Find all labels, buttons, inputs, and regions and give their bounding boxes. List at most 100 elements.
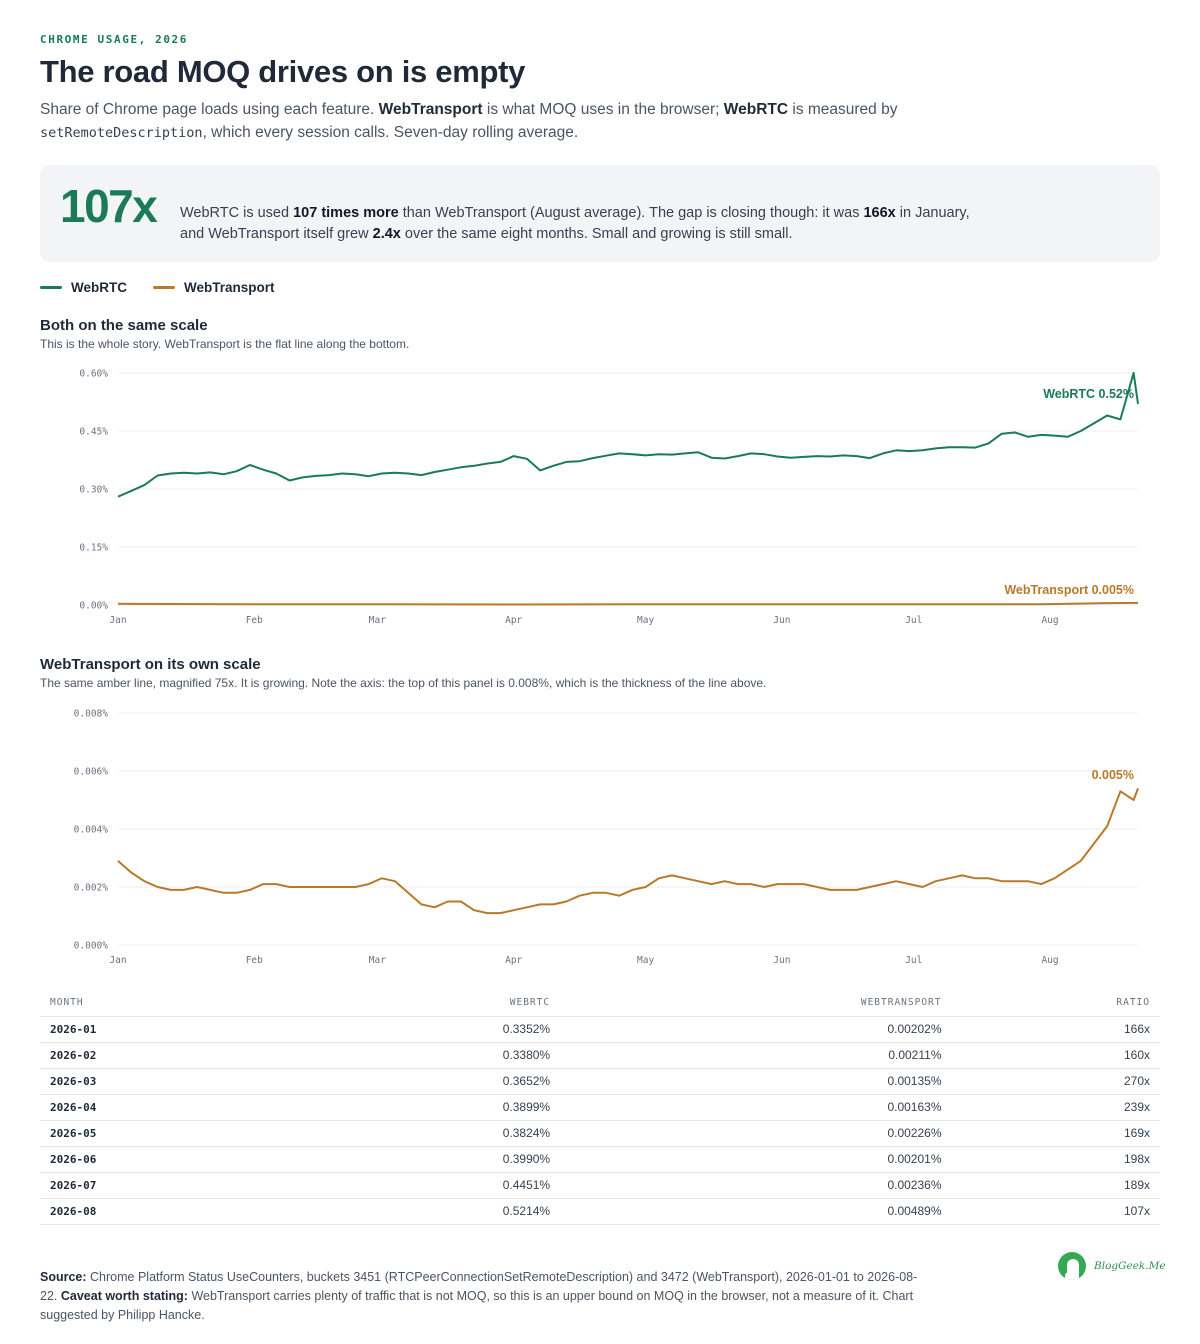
cell-webrtc: 0.4451% (298, 1172, 561, 1199)
x-tick-label: Jul (905, 615, 922, 626)
y-tick-label: 0.45% (79, 427, 108, 438)
legend-label-webtransport: WebTransport (184, 280, 275, 295)
x-tick-label: Jan (109, 615, 126, 626)
x-tick-label: Feb (246, 615, 263, 626)
table-header-row: MONTH WEBRTC WEBTRANSPORT RATIO (40, 990, 1160, 1017)
x-tick-label: Feb (246, 955, 263, 966)
cell-month: 2026-01 (40, 1016, 299, 1043)
table-row: 2026-03 0.3652% 0.00135% 270x (40, 1068, 1160, 1095)
panel-top-title: Both on the same scale (40, 317, 208, 334)
brand-logo[interactable]: BlogGeek.Me (1058, 1252, 1166, 1280)
y-tick-label: 0.00% (79, 601, 108, 612)
end-label: 0.005% (1092, 768, 1134, 782)
cell-month: 2026-05 (40, 1120, 299, 1147)
y-tick-label: 0.006% (74, 767, 109, 778)
x-tick-label: Jun (773, 615, 790, 626)
cell-webtransport: 0.00489% (560, 1198, 952, 1225)
chart-legend: WebRTC WebTransport (40, 280, 275, 295)
cell-webtransport: 0.00211% (560, 1042, 952, 1069)
cell-ratio: 270x (951, 1068, 1160, 1095)
cell-ratio: 107x (951, 1198, 1160, 1225)
callout-big-number: 107x (60, 180, 158, 232)
y-tick-label: 0.15% (79, 543, 108, 554)
cell-webtransport: 0.00226% (560, 1120, 952, 1147)
monthly-table: MONTH WEBRTC WEBTRANSPORT RATIO 2026-01 0… (40, 990, 1160, 1225)
x-tick-label: Mar (369, 615, 386, 626)
cell-webrtc: 0.3990% (298, 1146, 561, 1173)
table-row: 2026-05 0.3824% 0.00226% 169x (40, 1120, 1160, 1147)
x-tick-label: Aug (1041, 955, 1058, 966)
table-row: 2026-04 0.3899% 0.00163% 239x (40, 1094, 1160, 1121)
cell-webrtc: 0.3899% (298, 1094, 561, 1121)
cell-ratio: 239x (951, 1094, 1160, 1121)
cell-webrtc: 0.3352% (298, 1016, 561, 1043)
legend-swatch-webtransport (153, 286, 175, 289)
cell-month: 2026-07 (40, 1172, 299, 1199)
chart-webtransport-scale: 0.000% 0.002% 0.004% 0.006% 0.008% Jan Feb Mar A… (74, 709, 1139, 966)
cell-webtransport: 0.00202% (560, 1016, 952, 1043)
cell-webtransport: 0.00201% (560, 1146, 952, 1173)
x-tick-label: Apr (505, 615, 522, 626)
series-line-webtransport (117, 601, 1139, 606)
end-label: WebTransport 0.005% (1004, 583, 1134, 597)
summary-callout: 107x WebRTC is used 107 times more than … (40, 165, 1160, 262)
cell-ratio: 166x (951, 1016, 1160, 1043)
table-row: 2026-01 0.3352% 0.00202% 166x (40, 1016, 1160, 1043)
table-header-month: MONTH (40, 990, 299, 1017)
callout-text: WebRTC is used 107 times more than WebTr… (180, 205, 970, 242)
eyebrow: CHROME USAGE, 2026 (40, 33, 189, 46)
cell-month: 2026-03 (40, 1068, 299, 1095)
legend-item-webtransport: WebTransport (153, 280, 275, 295)
footer-note: Source: Chrome Platform Status UseCounte… (40, 1270, 918, 1322)
cell-month: 2026-06 (40, 1146, 299, 1173)
panel-bottom-subtitle: The same amber line, magnified 75x. It i… (40, 676, 767, 690)
page-subtitle: Share of Chrome page loads using each fe… (40, 101, 898, 141)
cell-month: 2026-04 (40, 1094, 299, 1121)
y-tick-label: 0.30% (79, 485, 108, 496)
y-tick-label: 0.004% (74, 825, 109, 836)
panel-top-subtitle: This is the whole story. WebTransport is… (40, 337, 410, 351)
cell-ratio: 169x (951, 1120, 1160, 1147)
panel-bottom-title: WebTransport on its own scale (40, 656, 261, 673)
table-row: 2026-07 0.4451% 0.00236% 189x (40, 1172, 1160, 1199)
table-row: 2026-08 0.5214% 0.00489% 107x (40, 1198, 1160, 1225)
cell-webtransport: 0.00135% (560, 1068, 952, 1095)
cell-webrtc: 0.3824% (298, 1120, 561, 1147)
cell-webtransport: 0.00236% (560, 1172, 952, 1199)
x-tick-label: Mar (369, 955, 386, 966)
cell-month: 2026-02 (40, 1042, 299, 1069)
cell-webrtc: 0.3380% (298, 1042, 561, 1069)
series-line-webtransport (117, 788, 1139, 915)
cell-ratio: 160x (951, 1042, 1160, 1069)
legend-item-webrtc: WebRTC (40, 280, 127, 295)
chart-both-scales: 0.00% 0.15% 0.30% 0.45% 0.60% Jan Feb Mar Apr May… (79, 369, 1139, 626)
table-header-webrtc: WEBRTC (298, 990, 561, 1017)
end-label: WebRTC 0.52% (1043, 387, 1134, 401)
x-tick-label: May (637, 955, 654, 966)
x-tick-label: Aug (1041, 615, 1058, 626)
cell-ratio: 189x (951, 1172, 1160, 1199)
x-tick-label: Jun (773, 955, 790, 966)
legend-label-webrtc: WebRTC (71, 280, 127, 295)
table-header-ratio: RATIO (951, 990, 1160, 1017)
cell-webrtc: 0.3652% (298, 1068, 561, 1095)
y-tick-label: 0.008% (74, 709, 109, 720)
cell-webtransport: 0.00163% (560, 1094, 952, 1121)
x-tick-label: Apr (505, 955, 522, 966)
cell-webrtc: 0.5214% (298, 1198, 561, 1225)
x-tick-label: May (637, 615, 654, 626)
legend-swatch-webrtc (40, 286, 62, 289)
series-line-webrtc (117, 372, 1139, 498)
logo-text: BlogGeek.Me (1094, 1260, 1166, 1272)
person-head-icon (1058, 1252, 1086, 1280)
y-tick-label: 0.60% (79, 369, 108, 380)
cell-ratio: 198x (951, 1146, 1160, 1173)
y-tick-label: 0.002% (74, 883, 109, 894)
page-title: The road MOQ drives on is empty (40, 54, 526, 89)
cell-month: 2026-08 (40, 1198, 299, 1225)
x-tick-label: Jan (109, 955, 126, 966)
table-header-webtransport: WEBTRANSPORT (560, 990, 952, 1017)
table-row: 2026-06 0.3990% 0.00201% 198x (40, 1146, 1160, 1173)
x-tick-label: Jul (905, 955, 922, 966)
y-tick-label: 0.000% (74, 941, 109, 952)
